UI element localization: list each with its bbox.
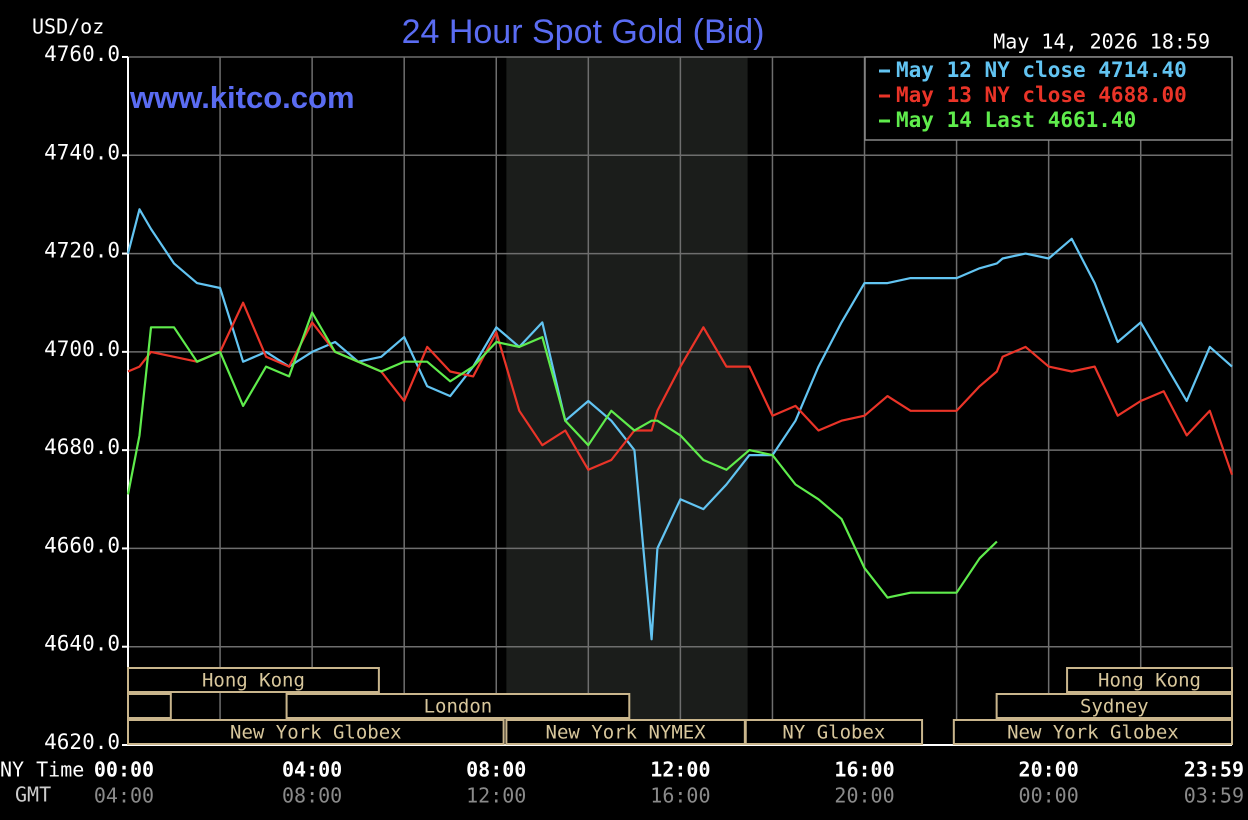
x2-tick-label: 12:00 (466, 784, 526, 808)
y-tick-label: 4700.0 (44, 337, 120, 361)
x2-tick-label: 00:00 (1019, 784, 1079, 808)
y-tick-label: 4740.0 (44, 140, 120, 164)
session-box (952, 719, 1233, 745)
session-label: NY Globex (782, 722, 885, 744)
session-label: New York Globex (1007, 722, 1179, 744)
legend-entry: May 14 Last 4661.40 (896, 108, 1136, 132)
x2-tick-label: 08:00 (282, 784, 342, 808)
x-tick-label: 08:00 (466, 758, 526, 782)
x2-tick-label: 20:00 (834, 784, 894, 808)
session-label: London (424, 696, 493, 718)
x-tick-label: 12:00 (650, 758, 710, 782)
session-box (744, 719, 924, 745)
x-row-label: NY Time (0, 758, 84, 782)
session-box (1066, 667, 1234, 693)
session-label: New York NYMEX (546, 722, 707, 744)
session-box (505, 719, 746, 745)
x2-tick-label: 16:00 (650, 784, 710, 808)
y-tick-label: 4660.0 (44, 533, 120, 557)
y-tick-label: 4640.0 (44, 632, 120, 656)
chart-title: 24 Hour Spot Gold (Bid) (402, 13, 765, 51)
x-tick-label: 20:00 (1019, 758, 1079, 782)
x2-row-label: GMT (15, 783, 51, 807)
legend-box (864, 56, 1233, 141)
session-box (995, 693, 1233, 719)
series-line (126, 208, 1233, 641)
y-tick-label: 4720.0 (44, 239, 120, 263)
x-tick-label: 16:00 (834, 758, 894, 782)
session-box (127, 693, 172, 719)
x-tick-label: 00:00 (94, 758, 154, 782)
x2-tick-label: 04:00 (94, 784, 154, 808)
y-tick-label: 4680.0 (44, 435, 120, 459)
session-label: New York Globex (230, 722, 402, 744)
series-line (126, 311, 998, 599)
session-box (285, 693, 631, 719)
y-tick-label: 4760.0 (44, 42, 120, 66)
session-box (127, 719, 505, 745)
session-box (127, 667, 380, 693)
y-tick-label: 4620.0 (44, 730, 120, 754)
legend-entry: May 12 NY close 4714.40 (896, 58, 1187, 82)
session-label: Sydney (1080, 696, 1149, 718)
session-label: Hong Kong (202, 670, 305, 692)
shaded-region (506, 57, 748, 745)
session-label: Hong Kong (1098, 670, 1201, 692)
timestamp: May 14, 2026 18:59 (993, 30, 1210, 54)
x2-tick-label: 03:59 (1184, 784, 1244, 808)
legend-entry: May 13 NY close 4688.00 (896, 83, 1187, 107)
y-axis-label: USD/oz (32, 15, 104, 39)
watermark: www.kitco.com (129, 80, 355, 115)
x-tick-label: 04:00 (282, 758, 342, 782)
x-tick-label: 23:59 (1184, 758, 1244, 782)
